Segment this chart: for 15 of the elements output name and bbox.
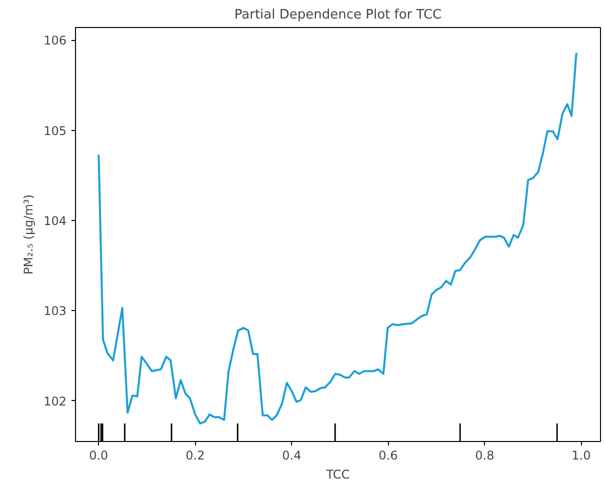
y-tick-label: 106 xyxy=(44,34,66,48)
x-tick-label: 1.0 xyxy=(572,448,591,462)
chart-title: Partial Dependence Plot for TCC xyxy=(234,8,442,22)
y-tick-label: 104 xyxy=(44,214,66,228)
x-tick-label: 0.2 xyxy=(186,448,205,462)
x-tick-label: 0.6 xyxy=(378,448,398,462)
x-tick-label: 0.0 xyxy=(89,448,108,462)
x-tick-label: 0.4 xyxy=(282,448,302,462)
x-axis-title: TCC xyxy=(325,468,350,482)
line-series xyxy=(98,52,578,424)
y-tick-label: 103 xyxy=(44,304,66,318)
y-tick-label: 102 xyxy=(44,394,66,408)
y-axis-title: PM₂.₅ (µg/m³) xyxy=(22,194,36,274)
y-tick-label: 105 xyxy=(44,124,66,138)
x-tick-label: 0.8 xyxy=(475,448,494,462)
